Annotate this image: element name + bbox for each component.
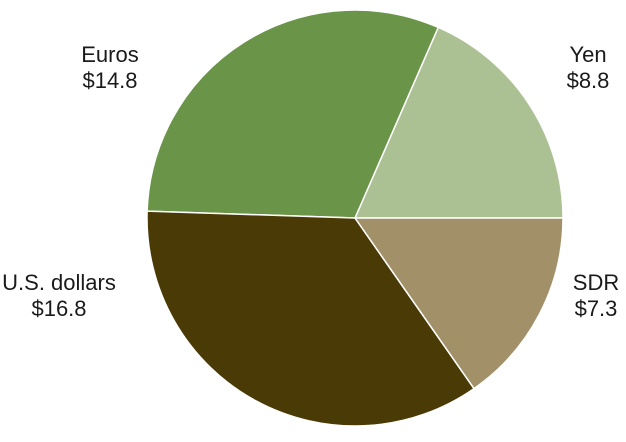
label-euros: Euros $14.8 (55, 42, 165, 94)
label-yen: Yen $8.8 (548, 42, 626, 94)
slice-euros (146, 9, 440, 219)
label-euros-value: $14.8 (82, 68, 138, 93)
slice-u-s-dollars (146, 210, 476, 427)
slice-sdr (353, 217, 564, 390)
label-sdr-name: SDR (572, 270, 620, 295)
label-yen-name: Yen (569, 42, 607, 67)
label-sdr: SDR $7.3 (566, 270, 626, 322)
label-sdr-value: $7.3 (574, 296, 618, 321)
label-us-dollars-value: $16.8 (31, 296, 87, 321)
label-yen-value: $8.8 (566, 68, 610, 93)
label-us-dollars: U.S. dollars $16.8 (0, 270, 118, 322)
label-us-dollars-name: U.S. dollars (2, 270, 116, 295)
label-euros-name: Euros (81, 42, 139, 67)
slice-yen (353, 26, 564, 219)
